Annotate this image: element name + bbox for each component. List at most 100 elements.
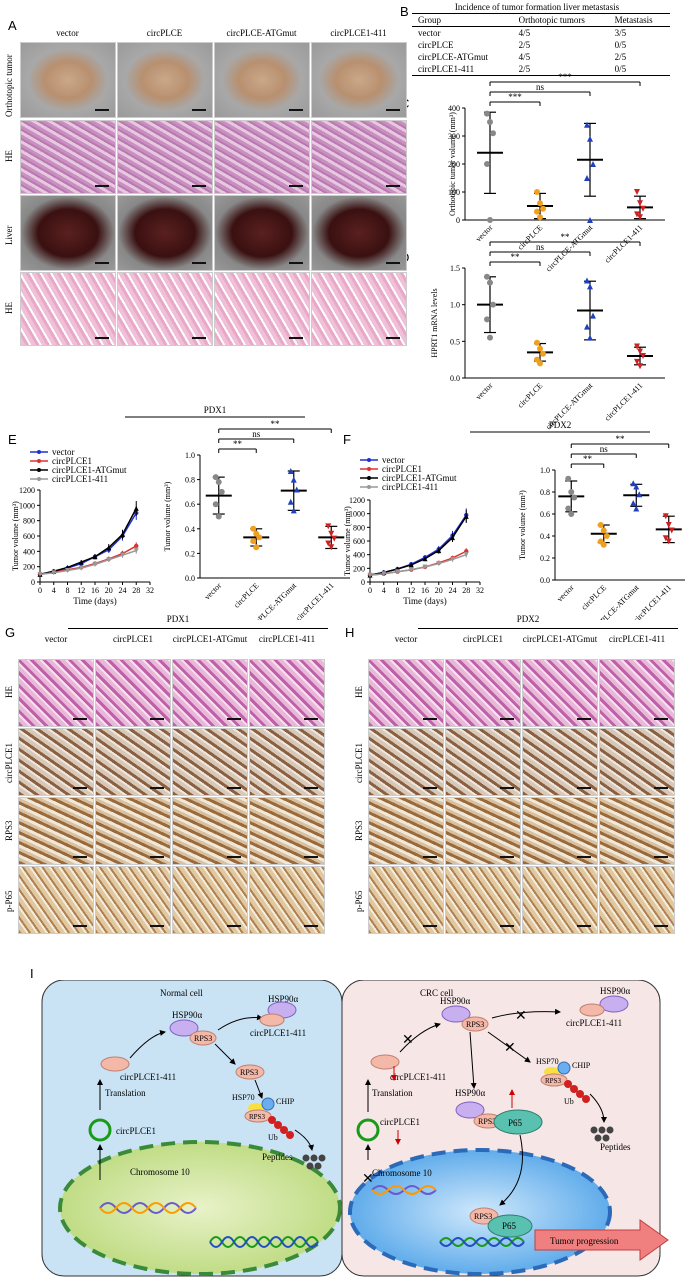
peptide-blob <box>370 1054 400 1070</box>
y-tick-label: 600 <box>353 537 365 546</box>
data-point <box>537 345 543 352</box>
scale-bar <box>423 718 437 720</box>
panel-h-col-header: circPLCE1-ATGmut <box>522 634 598 644</box>
data-point <box>584 175 590 181</box>
circplce1-label: circPLCE1 <box>380 1117 420 1127</box>
arrow-icon <box>589 1093 607 1123</box>
data-point <box>253 544 260 551</box>
scale-bar <box>577 718 591 720</box>
data-point <box>584 277 590 284</box>
series-line <box>369 553 467 576</box>
data-point <box>630 500 637 506</box>
x-tick-label: circPLCE <box>232 581 261 610</box>
x-tick-label: 20 <box>435 586 443 595</box>
panel-h-title: PDX2 <box>516 614 540 624</box>
y-tick-label: 0.0 <box>450 374 460 383</box>
rps3-blob <box>189 1030 217 1046</box>
data-point <box>256 534 263 541</box>
scale-bar <box>192 185 206 187</box>
hsp90-blob <box>441 1005 471 1023</box>
data-point <box>422 564 428 570</box>
ihc-image <box>172 797 248 865</box>
scale-bar <box>227 925 241 927</box>
ihc-image <box>445 659 521 727</box>
data-point <box>665 522 672 528</box>
sig-label: ** <box>561 232 571 242</box>
data-point <box>634 211 640 218</box>
panel-g-row-label: circPLCE1 <box>4 743 14 784</box>
rps3-label: RPS3 <box>478 1117 496 1126</box>
x-tick-label: circPLCE <box>516 381 545 410</box>
y-tick-label: 0.0 <box>540 576 550 585</box>
circ411-label: circPLCE1-411 <box>566 1018 622 1028</box>
hsp90-blob <box>455 1101 485 1119</box>
data-point <box>328 530 335 537</box>
x-tick-label: circPLCE <box>579 583 608 612</box>
data-point <box>133 548 139 554</box>
data-point <box>436 561 442 567</box>
panel-h-col-header: circPLCE1-411 <box>608 634 666 644</box>
hsp90-label: HSP90α <box>600 986 631 996</box>
panel-a-photo <box>117 272 213 346</box>
legend-marker <box>367 476 371 480</box>
scale-bar <box>192 262 206 264</box>
y-tick-label: 1000 <box>19 501 35 510</box>
data-point <box>640 205 646 212</box>
panel-a-photo <box>214 42 310 118</box>
data-point <box>215 479 222 486</box>
y-tick-label: 0.0 <box>185 574 195 583</box>
y-axis-title: Tumor volume (mm³) <box>11 501 20 571</box>
data-point <box>633 483 640 490</box>
table-header: Group <box>418 15 441 25</box>
legend-marker <box>37 477 41 481</box>
ihc-image <box>95 659 171 727</box>
data-point <box>665 538 672 545</box>
scale-bar <box>95 337 109 339</box>
x-tick-label: circPLCE-ATGmut <box>544 223 595 274</box>
scale-bar <box>150 718 164 720</box>
table-cell: circPLCE1-411 <box>418 64 475 74</box>
scale-bar <box>304 925 318 927</box>
tumor-progression-arrow <box>534 1219 669 1261</box>
legend-marker <box>367 485 371 489</box>
scale-bar <box>500 718 514 720</box>
table-row: circPLCE1-411 2/5 0/5 <box>412 63 670 76</box>
panel-g-col-header: circPLCE1-ATGmut <box>172 634 248 644</box>
translation-label: Translation <box>105 1088 146 1098</box>
data-point <box>395 569 400 575</box>
arrow-icon <box>491 1008 561 1019</box>
panel-h-row-label: p-P65 <box>354 890 364 912</box>
y-tick-label: 0 <box>31 578 35 587</box>
data-point <box>328 544 335 551</box>
data-point <box>662 535 669 542</box>
legend-marker <box>367 467 371 471</box>
arrow-icon <box>254 1079 263 1099</box>
arrow-icon <box>399 1022 441 1053</box>
x-tick-label: 4 <box>382 586 386 595</box>
data-point <box>587 283 593 290</box>
rps3-blob <box>244 1109 272 1123</box>
rps3-blob <box>540 1073 568 1087</box>
data-point <box>590 161 596 167</box>
x-tick-label: 12 <box>407 586 415 595</box>
table-cell: 2/5 <box>518 64 531 74</box>
x-tick-label: 0 <box>368 586 372 595</box>
y-tick-label: 200 <box>353 564 365 573</box>
data-point <box>597 522 604 528</box>
panel-a-photo <box>311 120 407 194</box>
scale-bar <box>386 185 400 187</box>
data-point <box>637 363 643 370</box>
x-tick-label: circPLCE1-411 <box>603 381 645 423</box>
data-point <box>484 316 490 323</box>
data-point <box>640 353 646 359</box>
legend-marker <box>37 468 41 472</box>
data-point <box>630 480 637 487</box>
panel-a-col-header-vector: vector <box>56 28 79 38</box>
data-point <box>65 568 70 573</box>
data-point <box>587 334 593 341</box>
ihc-image <box>249 866 325 934</box>
panel-h-col-header: circPLCE1 <box>463 634 503 644</box>
data-point <box>636 491 643 498</box>
data-point <box>590 312 596 319</box>
